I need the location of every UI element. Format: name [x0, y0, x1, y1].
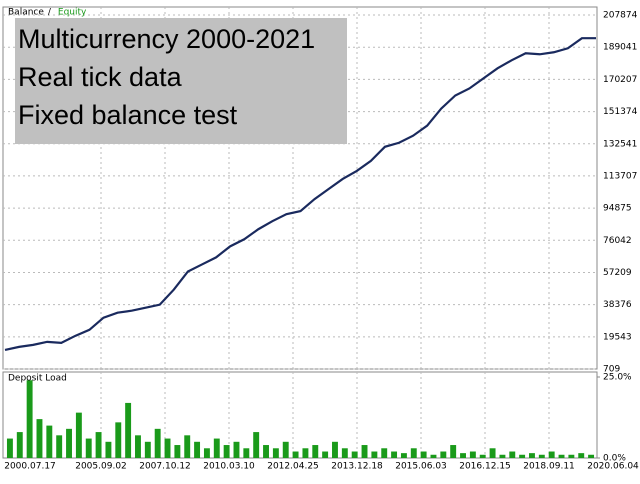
load-bar — [519, 454, 526, 458]
load-bar — [6, 438, 13, 458]
load-bar — [56, 435, 63, 458]
x-tick-label: 2005.09.02 — [75, 462, 127, 472]
y-tick-label: 151374 — [603, 107, 638, 117]
load-bar — [135, 435, 141, 458]
load-bar — [332, 441, 338, 458]
load-bar — [489, 448, 496, 458]
y-tick-label: 38376 — [603, 300, 632, 310]
load-bar — [144, 441, 151, 458]
y-tick-label: 113707 — [603, 171, 637, 181]
load-bar — [75, 412, 82, 458]
load-bar — [272, 448, 279, 458]
x-tick-label: 2013.12.18 — [331, 462, 383, 472]
load-bar — [558, 454, 565, 458]
y-tick-label: 189041 — [603, 43, 637, 53]
load-bar — [469, 451, 476, 458]
load-bar — [361, 445, 368, 458]
load-bar — [460, 453, 466, 458]
load-bar — [341, 448, 348, 458]
load-frame — [2, 371, 598, 459]
load-bar — [16, 432, 23, 458]
load-bar — [95, 432, 102, 458]
load-bar — [292, 451, 299, 458]
x-tick-label: 2016.12.15 — [459, 462, 511, 472]
load-bar — [499, 454, 506, 458]
load-bar — [164, 438, 171, 458]
y-tick-label: 76042 — [603, 236, 632, 246]
x-tick-label: 2018.09.11 — [523, 462, 575, 472]
load-bar — [588, 454, 595, 458]
load-bar — [26, 380, 33, 458]
load-bar — [509, 451, 516, 458]
y-tick-label: 25.0% — [603, 373, 632, 383]
x-tick-label: 2015.06.03 — [395, 462, 447, 472]
x-tick-label: 2020.06.04 — [587, 462, 639, 472]
y-tick-label: 19543 — [603, 332, 632, 342]
load-bar — [253, 432, 260, 458]
marks — [4, 37, 596, 458]
load-bar — [115, 422, 122, 458]
load-bar — [420, 451, 427, 458]
annotation-box — [15, 18, 347, 144]
legend-entry: Balance — [8, 8, 44, 18]
load-bar — [440, 451, 447, 458]
load-title: Deposit Load — [8, 374, 67, 384]
x-tick-label: 2007.10.12 — [139, 462, 191, 472]
annotation: Multicurrency 2000-2021 — [18, 24, 315, 54]
load-bar — [184, 435, 191, 458]
load-bar — [46, 425, 53, 458]
load-bar — [410, 448, 417, 458]
x-tick-label: 2000.07.17 — [4, 462, 56, 472]
load-bar — [578, 453, 585, 458]
annotation: Real tick data — [18, 62, 183, 92]
load-bar — [381, 448, 388, 458]
load-bar — [450, 445, 457, 458]
load-bar — [105, 441, 112, 458]
load-bar — [479, 454, 486, 458]
y-tick-label: 94875 — [603, 204, 632, 214]
load-bar — [322, 451, 329, 458]
load-bar — [36, 419, 43, 458]
load-bar — [371, 451, 378, 458]
load-bar — [223, 445, 230, 458]
load-bar — [85, 438, 92, 458]
x-tick-label: 2010.03.10 — [203, 462, 255, 472]
load-bar — [538, 454, 545, 458]
y-tick-label: 0.0% — [603, 454, 626, 464]
load-bar — [174, 445, 181, 458]
load-bar — [302, 448, 309, 458]
legend-entry: Equity — [58, 8, 87, 18]
load-bar — [391, 451, 398, 458]
y-tick-label: 132541 — [603, 139, 637, 149]
y-tick-label: 207874 — [603, 11, 638, 21]
load-bar — [194, 441, 201, 458]
load-bar — [66, 428, 72, 458]
x-tick-label: 2012.04.25 — [267, 462, 319, 472]
y-tick-label: 57209 — [603, 268, 632, 278]
load-bar — [548, 451, 555, 458]
load-bar — [203, 448, 210, 458]
load-bar — [312, 445, 319, 458]
load-bar — [351, 451, 358, 458]
load-bar — [430, 454, 437, 458]
load-bar — [243, 448, 250, 458]
load-bar — [282, 441, 289, 458]
y-tick-label: 709 — [603, 365, 620, 375]
balance-line — [4, 37, 596, 351]
load-bar — [400, 453, 407, 458]
load-bar — [233, 441, 240, 458]
load-bar — [263, 445, 269, 458]
y-tick-label: 170207 — [603, 75, 637, 85]
load-bar — [125, 402, 132, 458]
load-bar — [213, 438, 220, 458]
load-bar — [154, 428, 161, 458]
load-bar — [529, 453, 535, 458]
legend-separator: / — [48, 8, 52, 18]
annotation: Fixed balance test — [18, 100, 238, 130]
load-bar — [568, 454, 575, 458]
